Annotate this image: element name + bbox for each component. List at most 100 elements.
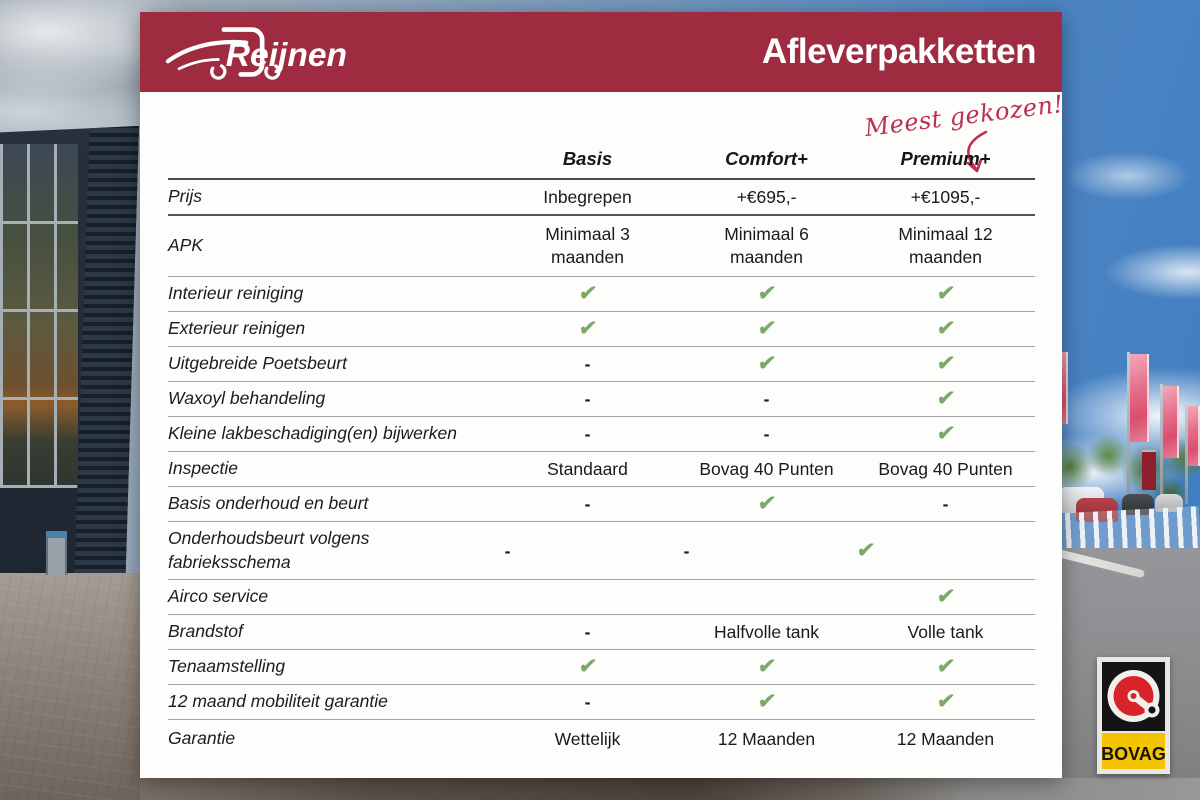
column-header-premium: Premium+ xyxy=(900,148,991,169)
reijnen-logo-icon: Reijnen xyxy=(165,27,347,80)
cell-basis: Inbegrepen xyxy=(498,185,677,209)
cell-comfort: ✔ xyxy=(677,653,856,680)
brick-pavement xyxy=(0,573,150,800)
check-icon: ✔ xyxy=(935,317,956,341)
flag-pole xyxy=(1185,404,1188,504)
cell-comfort: Bovag 40 Punten xyxy=(677,457,856,481)
check-icon: ✔ xyxy=(756,492,777,516)
row-label: Brandstof xyxy=(168,621,243,642)
table-row: Inspectie Standaard Bovag 40 Punten Bova… xyxy=(168,452,1035,487)
dash-mark: - xyxy=(584,692,591,713)
package-comparison-table: Basis Comfort+ Premium+ Prijs Inbegrepen… xyxy=(168,140,1035,758)
cell-basis: - xyxy=(498,422,677,446)
cell-basis: - xyxy=(498,620,677,644)
cell-comfort: - xyxy=(677,422,856,446)
table-row: Brandstof - Halfvolle tank Volle tank xyxy=(168,615,1035,650)
flag-pole xyxy=(1160,384,1163,508)
cell-premium: ✔ xyxy=(856,385,1035,412)
flag-pole xyxy=(1127,352,1130,512)
dash-mark: - xyxy=(504,540,511,561)
table-row: Prijs Inbegrepen +€695,- +€1095,- xyxy=(168,180,1035,216)
dealer-flag xyxy=(1163,386,1179,458)
row-label: Kleine lakbeschadiging(en) bijwerken xyxy=(168,423,457,444)
check-icon: ✔ xyxy=(756,352,777,376)
check-icon: ✔ xyxy=(756,690,777,714)
cell-basis: ✔ xyxy=(498,315,677,342)
cell-premium: ✔ xyxy=(856,420,1035,447)
brand-name: Reijnen xyxy=(226,37,347,74)
cell-basis: Minimaal 3 maanden xyxy=(498,223,677,269)
table-row: Waxoyl behandeling - - ✔ xyxy=(168,382,1035,417)
ground-strip xyxy=(140,778,1200,800)
dash-mark: - xyxy=(763,424,770,445)
check-icon: ✔ xyxy=(756,655,777,679)
cell-basis: - xyxy=(498,387,677,411)
cell-value: Minimaal 12 maanden xyxy=(898,224,993,267)
row-label: Interieur reiniging xyxy=(168,283,304,304)
table-row: Kleine lakbeschadiging(en) bijwerken - -… xyxy=(168,417,1035,452)
row-label: Uitgebreide Poetsbeurt xyxy=(168,353,347,374)
table-row: APK Minimaal 3 maanden Minimaal 6 maande… xyxy=(168,216,1035,277)
cell-premium: ✔ xyxy=(856,280,1035,307)
cell-basis: Wettelijk xyxy=(498,727,677,751)
table-row: Interieur reiniging ✔ ✔ ✔ xyxy=(168,277,1035,312)
cell-basis: ✔ xyxy=(498,280,677,307)
dash-mark: - xyxy=(942,494,949,515)
cell-comfort: Halfvolle tank xyxy=(677,620,856,644)
page-title: Afleverpakketten xyxy=(761,32,1037,71)
row-label: Waxoyl behandeling xyxy=(168,388,326,409)
dash-mark: - xyxy=(584,354,591,375)
cell-value: +€695,- xyxy=(736,187,797,208)
row-label: Basis onderhoud en beurt xyxy=(168,493,369,514)
check-icon: ✔ xyxy=(855,538,876,562)
cell-comfort: ✔ xyxy=(677,280,856,307)
cell-premium: ✔ xyxy=(856,583,1035,610)
table-row: Exterieur reinigen ✔ ✔ ✔ xyxy=(168,312,1035,347)
cell-premium: ✔ xyxy=(776,537,955,564)
check-icon: ✔ xyxy=(935,422,956,446)
check-icon: ✔ xyxy=(577,282,598,306)
check-icon: ✔ xyxy=(935,655,956,679)
cell-premium: ✔ xyxy=(856,350,1035,377)
cell-value: Wettelijk xyxy=(554,729,621,750)
cell-basis: ✔ xyxy=(498,653,677,680)
sign-post xyxy=(46,531,67,575)
table-header-row: Basis Comfort+ Premium+ xyxy=(168,140,1035,180)
column-header-basis: Basis xyxy=(562,148,613,169)
bovag-label: BOVAG xyxy=(1101,744,1166,764)
bovag-badge: BOVAG xyxy=(1097,657,1170,774)
card-header: Reijnen Afleverpakketten xyxy=(140,12,1062,92)
dealer-flag xyxy=(1130,354,1149,442)
row-label: Garantie xyxy=(168,728,236,749)
cell-value: Bovag 40 Punten xyxy=(699,459,834,480)
building-windows xyxy=(0,144,78,488)
cell-comfort: +€695,- xyxy=(677,185,856,209)
cell-basis: - xyxy=(498,492,677,516)
row-label: Exterieur reinigen xyxy=(168,318,306,339)
table-row: 12 maand mobiliteit garantie - ✔ ✔ xyxy=(168,685,1035,720)
table-row: Tenaamstelling ✔ ✔ ✔ xyxy=(168,650,1035,685)
bovag-logo-icon: BOVAG xyxy=(1097,657,1170,774)
dealer-pylon-sign xyxy=(1142,450,1156,490)
cell-comfort: ✔ xyxy=(677,490,856,517)
cell-value: 12 Maanden xyxy=(896,729,995,750)
cell-comfort: Minimaal 6 maanden xyxy=(677,223,856,269)
row-label: APK xyxy=(168,235,204,256)
table-row: Basis onderhoud en beurt - ✔ - xyxy=(168,487,1035,522)
cell-value: +€1095,- xyxy=(910,187,981,208)
cell-value: Inbegrepen xyxy=(543,187,632,208)
table-row: Airco service ✔ xyxy=(168,580,1035,615)
cell-comfort: 12 Maanden xyxy=(677,727,856,751)
cell-premium: - xyxy=(856,492,1035,516)
cell-value: Minimaal 3 maanden xyxy=(545,224,630,267)
check-icon: ✔ xyxy=(935,352,956,376)
row-label: 12 maand mobiliteit garantie xyxy=(168,691,388,712)
cell-value: Minimaal 6 maanden xyxy=(724,224,809,267)
cell-premium: 12 Maanden xyxy=(856,727,1035,751)
afleverpakketten-card: Reijnen Afleverpakketten Meest gekozen! … xyxy=(140,12,1065,778)
cell-comfort: ✔ xyxy=(677,315,856,342)
dash-mark: - xyxy=(584,622,591,643)
dash-mark: - xyxy=(683,540,690,561)
check-icon: ✔ xyxy=(577,317,598,341)
row-label: Onderhoudsbeurt volgens fabrieksschema xyxy=(168,527,370,572)
